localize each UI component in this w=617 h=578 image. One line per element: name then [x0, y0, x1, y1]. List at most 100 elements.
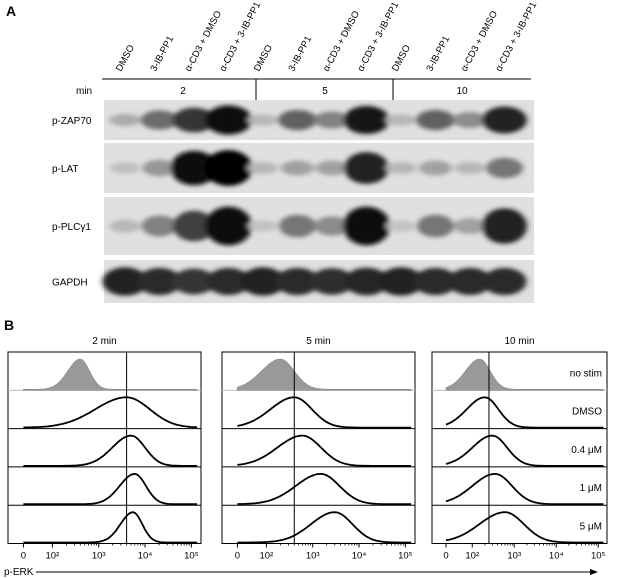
lane-label: α-CD3 + DMSO — [321, 9, 362, 73]
blot-band — [248, 220, 278, 232]
row-label: no stim — [570, 368, 602, 379]
histogram-curve — [237, 396, 412, 429]
blot-band — [109, 113, 141, 127]
flow-plot-frame — [7, 351, 202, 544]
blot-band — [454, 161, 486, 175]
blot-band — [141, 215, 178, 237]
lane-label: DMSO — [390, 43, 413, 73]
blot-row: p-ZAP70 — [52, 100, 534, 140]
blot-band — [240, 267, 286, 296]
time-group-label: 2 — [180, 86, 186, 97]
flow-plot: 10 min 0 10² 10³ 10⁴ 10⁵ no stim DMSO 0.4 μM 1 μM… — [431, 336, 608, 562]
blot-band — [140, 110, 179, 130]
time-groups: 2 5 10 — [180, 79, 468, 101]
lane-label: 3-IB-PP1 — [148, 34, 176, 73]
blot-band — [343, 105, 390, 135]
histogram-curve — [23, 434, 198, 467]
x-tick-label: 10⁵ — [398, 551, 413, 562]
blot-band — [206, 267, 251, 296]
blot-band — [310, 268, 354, 295]
row-label: 1 μM — [580, 483, 602, 494]
x-tick-label: 0 — [235, 551, 240, 562]
histogram-nostim — [237, 358, 412, 391]
panel-b-label: B — [4, 317, 14, 333]
lane-label: α-CD3 + DMSO — [459, 9, 500, 73]
blot-band — [413, 267, 458, 296]
row-label: DMSO — [572, 407, 602, 418]
histogram-curve — [237, 511, 412, 544]
flow-plot-frame — [431, 351, 608, 544]
lane-label: 3-IB-PP1 — [286, 34, 314, 73]
blot-label: p-ZAP70 — [52, 116, 92, 127]
histogram-curve — [445, 472, 604, 506]
x-tick-label: 10² — [46, 551, 60, 562]
blot-band — [344, 152, 389, 184]
histogram-curve — [23, 511, 198, 544]
arrow-head-icon — [590, 569, 598, 575]
histogram-curve — [23, 396, 198, 429]
flow-plot-title: 5 min — [306, 336, 330, 347]
lane-label: DMSO — [114, 43, 137, 73]
western-blots: p-ZAP70 p-LAT p-PLCγ1 GAPDH — [52, 100, 534, 303]
blot-band — [278, 109, 317, 131]
row-label: 5 μM — [580, 522, 602, 533]
flow-plot-title: 10 min — [504, 336, 534, 347]
blot-band — [453, 217, 487, 235]
blot-band — [452, 112, 488, 128]
x-tick-label: 10⁵ — [184, 551, 199, 562]
lane-label: α-CD3 + DMSO — [183, 9, 224, 73]
blot-band — [385, 161, 417, 175]
x-tick-label: 10⁴ — [352, 551, 367, 562]
blot-label: GAPDH — [52, 278, 88, 289]
x-tick-label: 10⁵ — [591, 551, 606, 562]
histogram-curve — [445, 434, 604, 467]
blot-band — [378, 267, 424, 296]
blot-band — [482, 267, 527, 296]
blot-band — [448, 267, 492, 296]
blot-band — [172, 107, 216, 133]
x-tick-label: 10³ — [507, 551, 521, 562]
blot-band — [102, 267, 148, 296]
histogram-curve — [23, 472, 198, 506]
x-tick-label: 0 — [443, 551, 448, 562]
lane-label: 3-IB-PP1 — [424, 34, 452, 73]
flow-plot: 5 min 0 10² 10³ 10⁴ 10⁵ — [221, 336, 416, 562]
blot-label: p-LAT — [52, 164, 79, 175]
blot-band — [482, 208, 527, 244]
blot-band — [205, 105, 252, 135]
histogram-nostim — [445, 358, 604, 391]
blot-row: GAPDH — [52, 260, 534, 303]
blot-band — [386, 220, 416, 232]
flow-plot-frame — [221, 351, 416, 544]
time-group-label: 5 — [322, 86, 328, 97]
blot-band — [247, 114, 279, 126]
histogram-curve — [445, 511, 604, 544]
blot-band — [482, 106, 527, 134]
blot-band — [385, 114, 417, 126]
blot-row: p-PLCγ1 — [52, 197, 534, 255]
blot-band — [173, 210, 215, 242]
blot-band — [109, 219, 141, 233]
x-tick-label: 10² — [465, 551, 479, 562]
x-tick-label: 10³ — [306, 551, 320, 562]
blot-band — [344, 267, 389, 296]
blot-band — [416, 109, 455, 131]
blot-band — [315, 160, 349, 176]
blot-band — [170, 150, 218, 186]
blot-band — [486, 157, 523, 179]
blot-band — [314, 111, 350, 129]
time-group-label: 10 — [456, 86, 468, 97]
lane-label: α-CD3 + 3-IB-PP1 — [493, 0, 539, 73]
blot-band — [343, 206, 390, 246]
blot-band — [137, 267, 182, 296]
blot-band — [204, 150, 253, 186]
blot-label: p-PLCγ1 — [52, 222, 91, 233]
blot-band — [419, 160, 452, 176]
histogram-curve — [445, 396, 604, 429]
blot-band — [281, 160, 314, 176]
blot-band — [314, 216, 350, 236]
x-tick-label: 10⁴ — [138, 551, 153, 562]
